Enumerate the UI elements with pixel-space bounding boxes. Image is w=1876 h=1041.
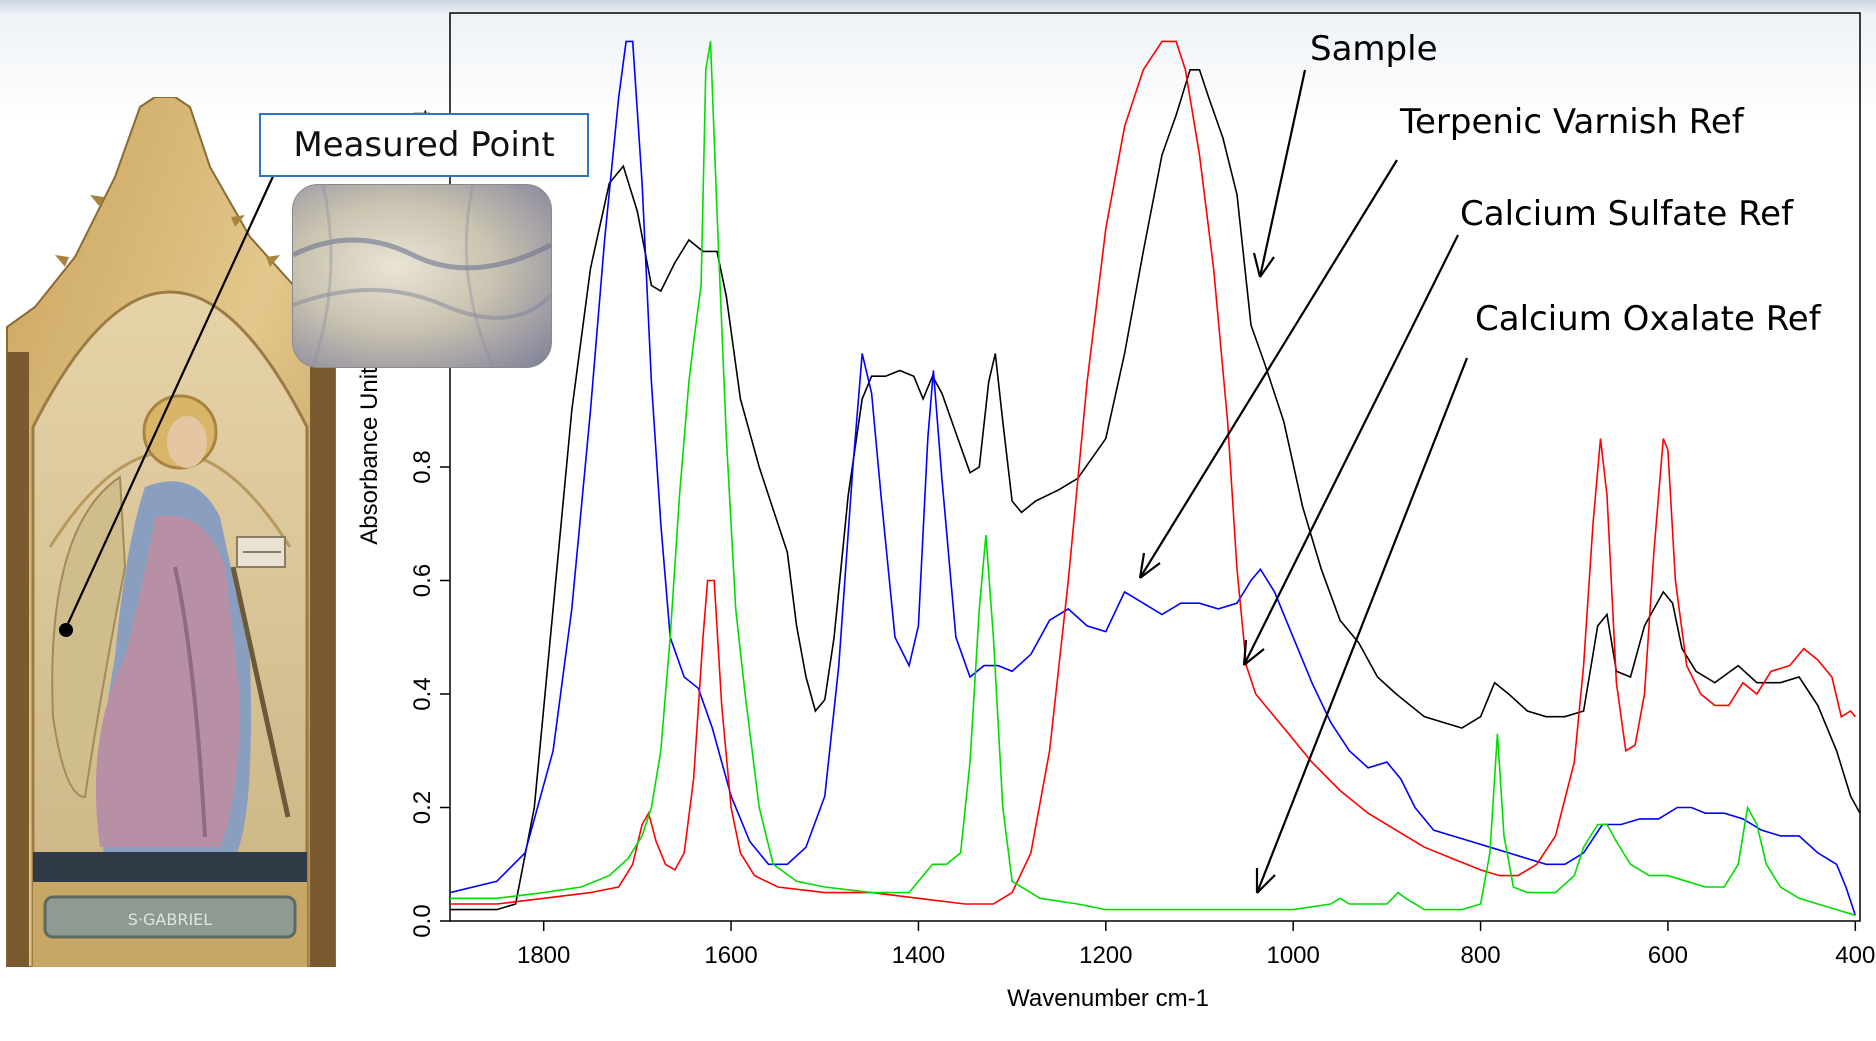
series-line-calcium-sulfate-ref — [450, 40, 1856, 905]
microscope-photo — [292, 184, 552, 368]
x-tick-label: 400 — [1835, 942, 1875, 969]
x-tick-label: 1400 — [892, 942, 945, 969]
svg-text:S·GABRIEL: S·GABRIEL — [128, 910, 213, 929]
arrow-sample — [1258, 69, 1307, 278]
painting-image: S·GABRIEL — [6, 97, 336, 967]
arrow-calcium-oxalate — [1255, 357, 1469, 894]
background-band — [0, 14, 1876, 124]
annotation-calcium-sulfate: Calcium Sulfate Ref — [1460, 194, 1794, 234]
measured-point-label: Measured Point — [259, 113, 589, 177]
arrow-terpenic-varnish-head — [1138, 552, 1161, 579]
arrow-calcium-sulfate-head — [1242, 639, 1265, 666]
y-tick-label: 0.6 — [409, 564, 436, 597]
arrow-sample-head — [1252, 252, 1275, 278]
y-tick-label: 0.8 — [409, 450, 436, 483]
x-tick-label: 600 — [1648, 942, 1688, 969]
x-tick-label: 1000 — [1266, 942, 1319, 969]
arrow-calcium-oxalate-head — [1255, 868, 1276, 894]
y-tick-label: 0.2 — [409, 791, 436, 824]
arrow-terpenic-varnish — [1139, 159, 1398, 579]
x-axis-label: Wavenumber cm-1 — [1007, 985, 1209, 1012]
measured-point-leader — [65, 171, 276, 629]
x-tick-label: 1800 — [517, 942, 570, 969]
x-tick-label: 1200 — [1079, 942, 1132, 969]
annotation-calcium-oxalate: Calcium Oxalate Ref — [1475, 299, 1822, 339]
annotation-sample: Sample — [1310, 29, 1437, 69]
series-line-terpenic-varnish-ref — [449, 40, 1857, 916]
top-bar — [0, 0, 1876, 14]
y-axis-label: Absorbance Units — [356, 355, 383, 544]
series-line-calcium-oxalate-ref — [450, 41, 1856, 917]
plot-frame — [449, 12, 1861, 922]
arrow-calcium-sulfate — [1243, 234, 1459, 666]
annotation-terpenic-varnish: Terpenic Varnish Ref — [1399, 102, 1745, 142]
series-layer — [449, 40, 1861, 917]
x-tick-label: 1600 — [704, 942, 757, 969]
y-tick-label: 0.4 — [409, 677, 436, 710]
measured-point-dot — [59, 623, 73, 637]
x-tick-label: 800 — [1461, 942, 1501, 969]
x-axis: 1800 1600 1400 1200 1000 800 600 400 — [517, 921, 1875, 969]
series-line-sample — [450, 69, 1861, 911]
y-tick-label: 0.0 — [409, 904, 436, 937]
